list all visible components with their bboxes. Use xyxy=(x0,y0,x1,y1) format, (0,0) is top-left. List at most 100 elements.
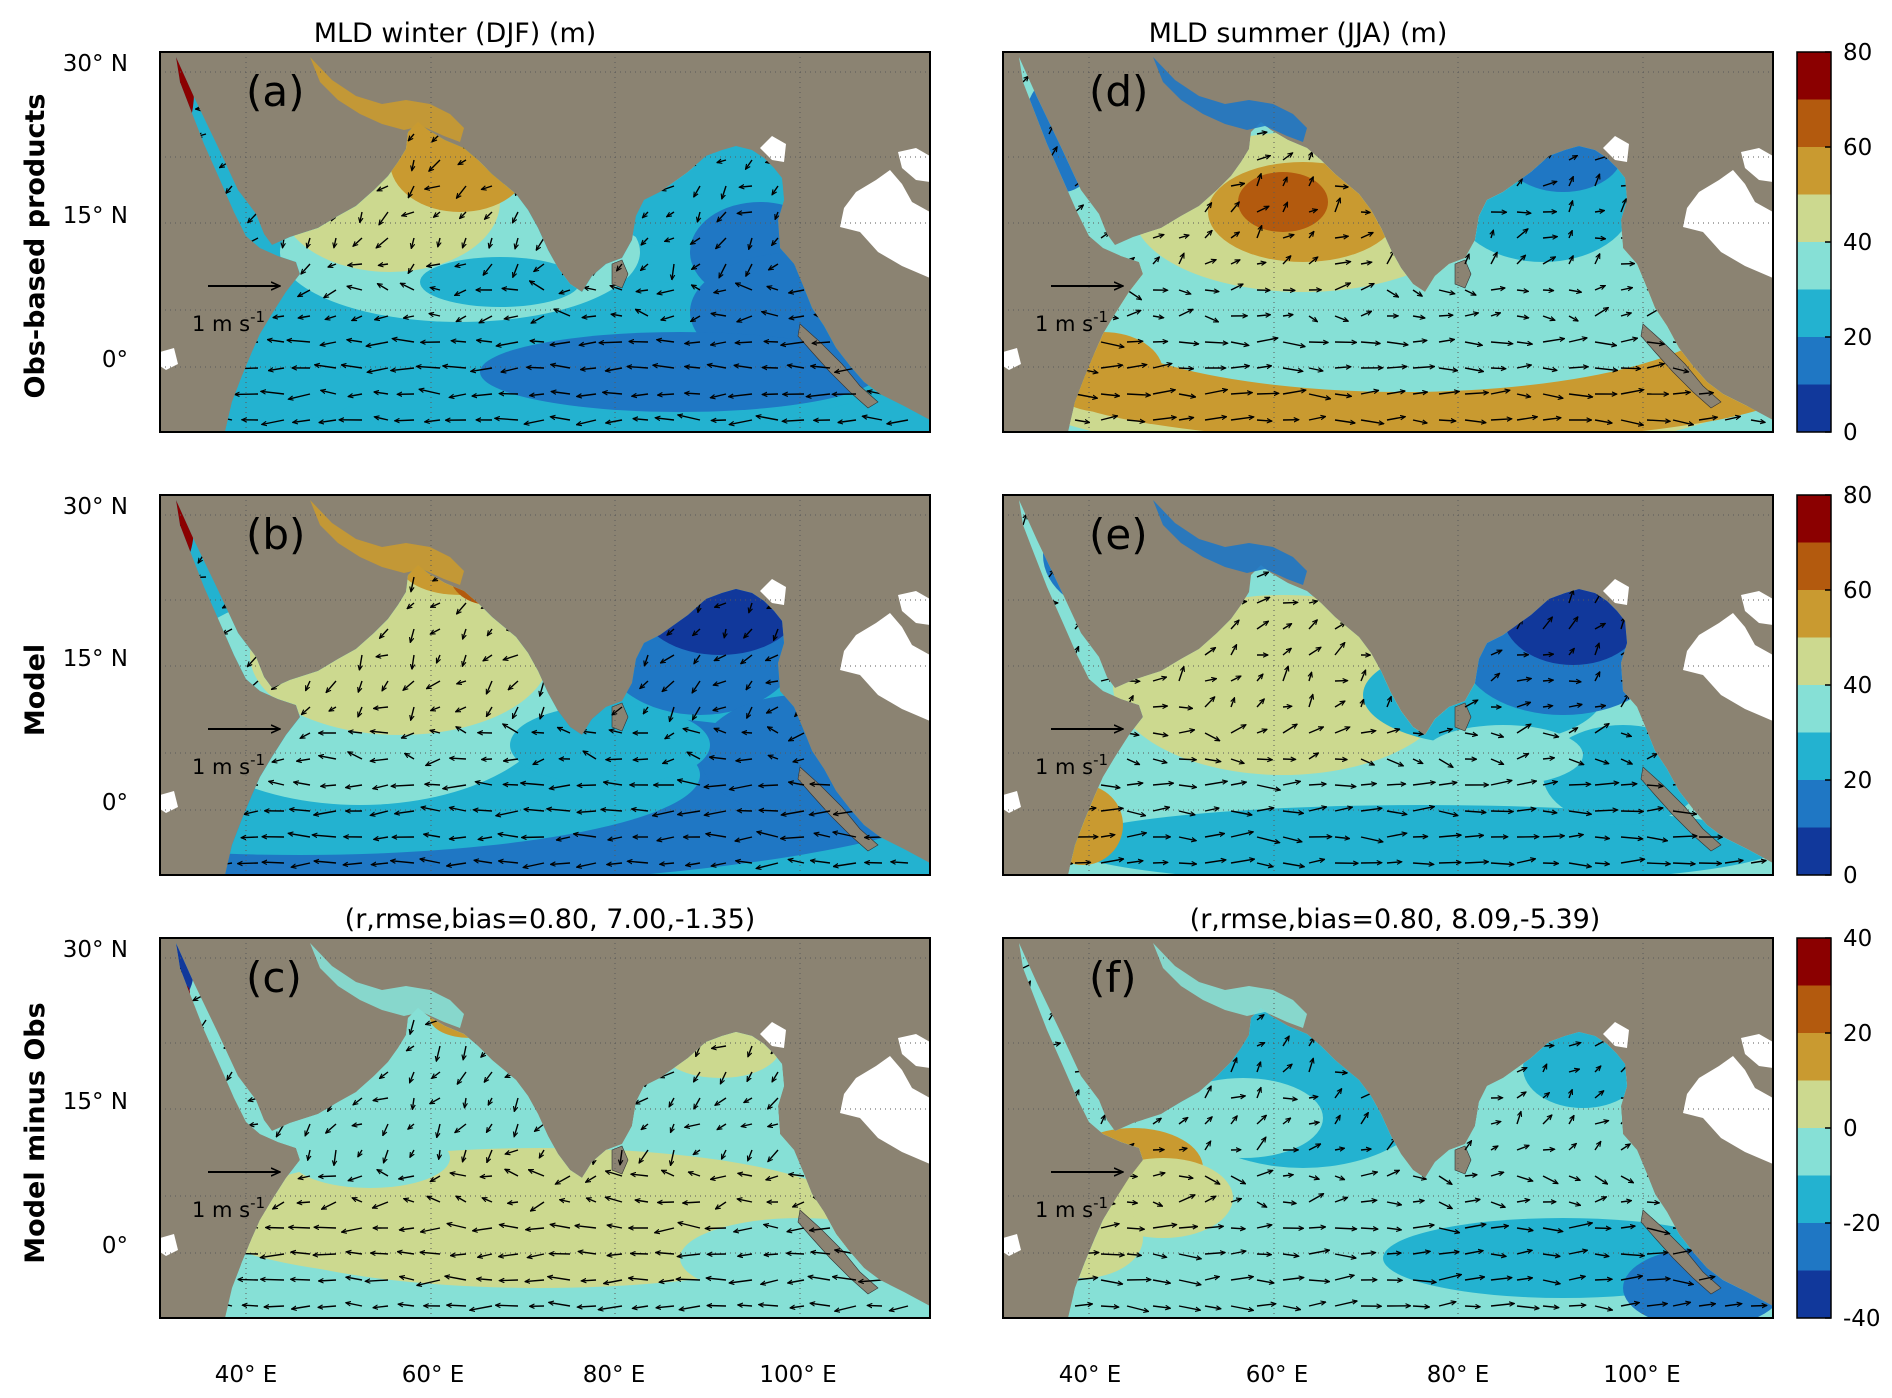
panel-label: (c) xyxy=(246,953,302,1002)
masked-land xyxy=(760,1022,930,1164)
colorbar-segment xyxy=(1797,289,1831,338)
colorbar-tick: 0 xyxy=(1843,1116,1858,1142)
colorbar-segment xyxy=(1797,542,1831,591)
colorbar-segment xyxy=(1797,732,1831,781)
map-panel-c: 1 m s-1(c) xyxy=(159,937,931,1319)
colorbar-tick: 60 xyxy=(1843,578,1872,604)
colorbars: 80 60 40 20 0 80 60 40 20 0 40 20 0 -20 -40 xyxy=(1796,40,1881,1332)
colorbar-tick: 20 xyxy=(1843,1021,1872,1047)
panel-label: (d) xyxy=(1089,67,1148,116)
masked-land xyxy=(760,136,930,278)
colorbar-tick: 40 xyxy=(1843,230,1872,256)
mld-contour xyxy=(480,332,880,412)
lat-tick-15n: 15° N xyxy=(63,1089,128,1115)
masked-land xyxy=(1603,579,1773,721)
lon-ticks-left: 40° E 60° E 80° E 100° E xyxy=(215,1362,837,1388)
small-island xyxy=(160,1234,178,1256)
sumatra-island xyxy=(797,323,879,409)
colorbar-tick: 80 xyxy=(1843,483,1872,509)
persian-gulf xyxy=(310,500,464,585)
colorbar-tick: 20 xyxy=(1843,768,1872,794)
column-title-summer: MLD summer (JJA) (m) xyxy=(1149,18,1448,49)
colorbar-segment xyxy=(1797,52,1831,100)
lat-tick-30n: 30° N xyxy=(63,937,128,963)
colorbar-segment xyxy=(1797,147,1831,195)
colorbar-3: 40 20 0 -20 -40 xyxy=(1796,926,1881,1332)
lat-tick-0: 0° xyxy=(102,1233,128,1259)
mld-contour xyxy=(1063,805,1773,875)
map-panels: 1 m s-1(a)1 m s-1(d)1 m s-1(b)1 m s-1(e)… xyxy=(159,51,1774,1319)
persian-gulf xyxy=(1153,943,1307,1028)
colorbar-segment xyxy=(1797,194,1831,243)
colorbar-segment xyxy=(1797,1128,1831,1176)
row-label-model: Model xyxy=(20,644,51,736)
map-panel-a: 1 m s-1(a) xyxy=(159,51,931,433)
lat-tick-15n: 15° N xyxy=(63,646,128,672)
persian-gulf xyxy=(1153,500,1307,585)
lat-ticks-row2: 30° N 15° N 0° xyxy=(63,494,128,816)
row-label-diff: Model minus Obs xyxy=(20,1002,51,1263)
panel-frame xyxy=(159,494,931,876)
grid-lines xyxy=(1003,495,1773,875)
colorbar-segment xyxy=(1797,590,1831,638)
colorbar-segment xyxy=(1797,1175,1831,1224)
persian-gulf xyxy=(310,943,464,1028)
colorbar-segment xyxy=(1797,938,1831,986)
lat-tick-0: 0° xyxy=(102,790,128,816)
panel-frame xyxy=(159,937,931,1319)
colorbar-segment xyxy=(1797,99,1831,148)
grid-lines xyxy=(1003,938,1773,1318)
lat-ticks-row1: 30° N 15° N 0° xyxy=(63,51,128,373)
lon-tick-60e: 60° E xyxy=(402,1362,465,1388)
colorbar-segment xyxy=(1797,780,1831,828)
column-title-winter: MLD winter (DJF) (m) xyxy=(314,18,597,49)
mld-contour xyxy=(510,705,710,785)
colorbar-segment xyxy=(1797,985,1831,1034)
colorbar-segment xyxy=(1797,827,1831,876)
lat-tick-0: 0° xyxy=(102,347,128,373)
panel-label: (f) xyxy=(1089,953,1137,1002)
colorbar-segment xyxy=(1797,685,1831,733)
colorbar-segment xyxy=(1797,242,1831,290)
map-panel-d: 1 m s-1(d) xyxy=(1002,51,1774,433)
mld-contour xyxy=(290,1128,450,1188)
lat-tick-30n: 30° N xyxy=(63,51,128,77)
stats-summer: (r,rmse,bias=0.80, 8.09,-5.39) xyxy=(1190,904,1601,935)
panel-label: (b) xyxy=(246,510,305,559)
lat-tick-30n: 30° N xyxy=(63,494,128,520)
small-island xyxy=(1003,348,1021,370)
small-island xyxy=(1003,1234,1021,1256)
lon-tick-80e: 80° E xyxy=(1427,1362,1490,1388)
colorbar-tick: 0 xyxy=(1843,863,1858,889)
persian-gulf xyxy=(1153,57,1307,142)
persian-gulf xyxy=(310,57,464,142)
colorbar-segment xyxy=(1797,1223,1831,1271)
colorbar-segment xyxy=(1797,337,1831,385)
map-panel-b: 1 m s-1(b) xyxy=(159,494,931,876)
panel-label: (e) xyxy=(1089,510,1148,559)
colorbar-segment xyxy=(1797,384,1831,433)
lon-tick-100e: 100° E xyxy=(759,1362,836,1388)
mld-field xyxy=(1019,57,1773,432)
colorbar-tick: -20 xyxy=(1843,1211,1881,1237)
colorbar-tick: 0 xyxy=(1843,420,1858,446)
colorbar-tick: -40 xyxy=(1843,1306,1881,1332)
mld-contour xyxy=(420,257,580,307)
panel-frame xyxy=(1002,51,1774,433)
colorbar-segment xyxy=(1797,1033,1831,1081)
colorbar-1: 80 60 40 20 0 xyxy=(1796,40,1872,446)
colorbar-tick: 60 xyxy=(1843,135,1872,161)
sumatra-island xyxy=(797,766,879,852)
mld-contour xyxy=(1423,725,1583,785)
colorbar-segment xyxy=(1797,495,1831,543)
sri-lanka xyxy=(1454,1145,1472,1175)
colorbar-segment xyxy=(1797,1080,1831,1129)
masked-land xyxy=(1603,1022,1773,1164)
lon-tick-40e: 40° E xyxy=(1059,1362,1122,1388)
stats-winter: (r,rmse,bias=0.80, 7.00,-1.35) xyxy=(345,904,756,935)
panel-label: (a) xyxy=(246,67,305,116)
panel-frame xyxy=(1002,937,1774,1319)
colorbar-segment xyxy=(1797,1270,1831,1319)
row-label-obs: Obs-based products xyxy=(20,94,51,399)
